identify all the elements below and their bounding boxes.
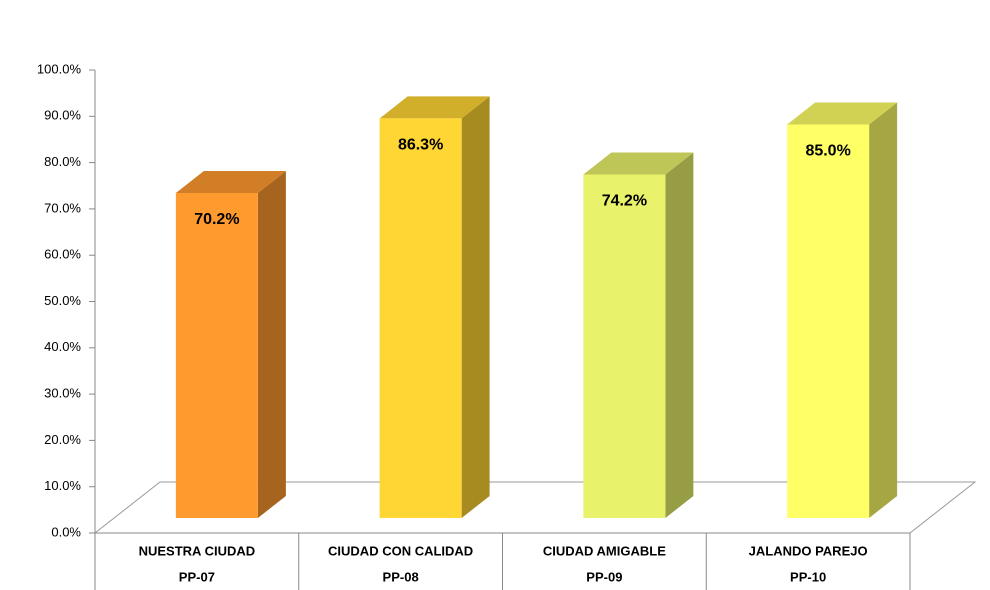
bar-front (583, 174, 666, 519)
bar-top (379, 96, 490, 119)
y-tick-label: 90.0% (44, 108, 81, 123)
value-label: 70.2% (194, 211, 239, 228)
y-tick-label: 0.0% (51, 524, 81, 539)
bar-top (787, 102, 898, 125)
bar-front (175, 192, 258, 518)
bar-side (461, 96, 490, 518)
value-label: 74.2% (602, 193, 647, 210)
x-tick-label: CIUDAD CON CALIDAD (328, 543, 473, 558)
y-tick-label: 60.0% (44, 247, 81, 262)
bar-front (379, 118, 462, 518)
bar (583, 152, 694, 519)
bar-side (869, 102, 898, 518)
bar-side (665, 152, 694, 519)
y-tick-label: 40.0% (44, 339, 81, 354)
y-tick-label: 30.0% (44, 386, 81, 401)
y-tick-label: 50.0% (44, 293, 81, 308)
bar (175, 170, 286, 518)
value-label: 85.0% (805, 143, 850, 160)
y-tick-label: 100.0% (37, 61, 82, 76)
bar-top (175, 170, 286, 193)
bar-front (787, 124, 870, 518)
bar-side (257, 170, 286, 518)
y-tick-label: 10.0% (44, 478, 81, 493)
bar (379, 96, 490, 518)
bar-top (583, 152, 694, 175)
x-tick-label: JALANDO PAREJO (749, 543, 868, 558)
y-tick-label: 70.0% (44, 200, 81, 215)
bar (787, 102, 898, 518)
x-tick-label: NUESTRA CIUDAD (139, 543, 256, 558)
x-tick-sublabel: PP-08 (383, 569, 419, 584)
x-tick-sublabel: PP-09 (586, 569, 622, 584)
y-tick-label: 80.0% (44, 154, 81, 169)
x-tick-sublabel: PP-07 (179, 569, 215, 584)
y-tick-label: 20.0% (44, 432, 81, 447)
x-tick-sublabel: PP-10 (790, 569, 826, 584)
value-label: 86.3% (398, 137, 443, 154)
x-tick-label: CIUDAD AMIGABLE (543, 543, 666, 558)
